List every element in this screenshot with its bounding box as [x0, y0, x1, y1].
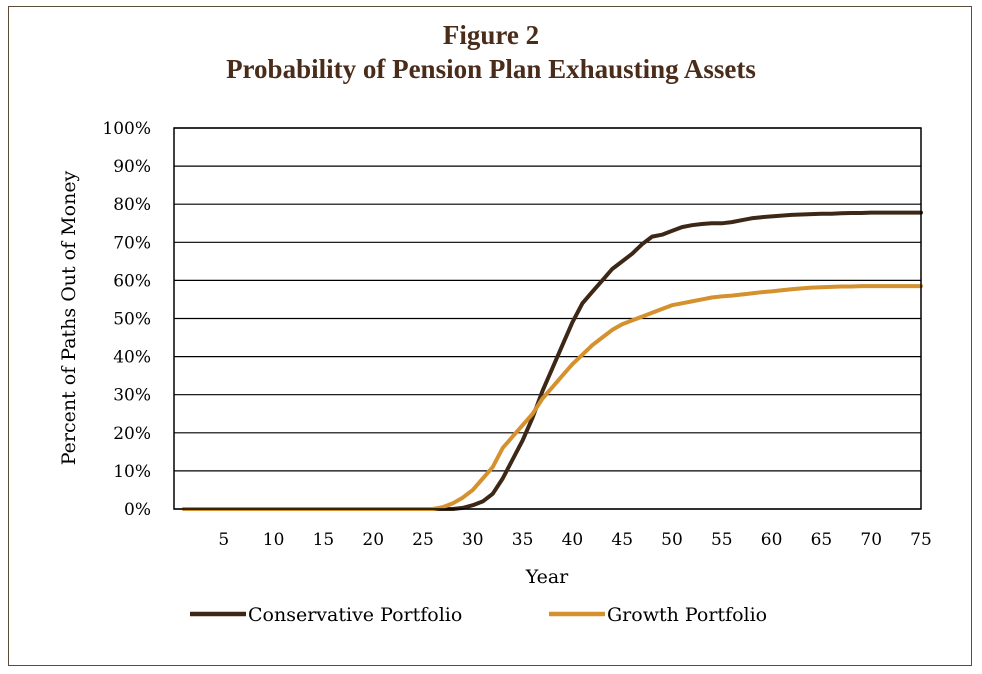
legend-label: Conservative Portfolio	[248, 604, 462, 626]
x-tick-label: 35	[512, 530, 534, 550]
x-tick-label: 5	[218, 530, 229, 550]
figure-subtitle: Probability of Pension Plan Exhausting A…	[226, 54, 756, 84]
y-axis-ticks: 0% 10% 20% 30% 40% 50% 60% 70% 80% 90% 100%	[102, 119, 151, 520]
figure-frame	[8, 6, 972, 666]
x-tick-label: 45	[611, 530, 633, 550]
x-axis-label: Year	[525, 566, 569, 588]
x-tick-label: 30	[462, 530, 484, 550]
x-tick-label: 65	[811, 530, 833, 550]
y-tick-label: 10%	[113, 462, 151, 482]
plot-area-border	[173, 127, 922, 510]
series-line-conservative	[182, 210, 923, 511]
series-line-growth	[182, 284, 923, 511]
x-tick-label: 40	[562, 530, 584, 550]
x-tick-label: 55	[711, 530, 733, 550]
x-tick-label: 15	[313, 530, 335, 550]
x-tick-label: 75	[910, 530, 932, 550]
x-axis-ticks: 5 10 15 20 25 30 35 40 45 50 55 60 65 70 75	[218, 530, 931, 550]
x-tick-label: 10	[263, 530, 285, 550]
x-tick-label: 25	[412, 530, 434, 550]
x-tick-label: 60	[761, 530, 783, 550]
y-tick-label: 90%	[113, 157, 151, 177]
y-axis-label: Percent of Paths Out of Money	[58, 170, 80, 465]
legend: Conservative Portfolio Growth Portfolio	[190, 604, 767, 626]
figure-title: Figure 2	[442, 20, 540, 50]
y-tick-label: 100%	[102, 119, 151, 139]
x-tick-label: 20	[362, 530, 384, 550]
y-tick-label: 40%	[113, 348, 151, 368]
y-tick-label: 20%	[113, 424, 151, 444]
y-tick-label: 60%	[113, 271, 151, 291]
y-tick-label: 0%	[124, 500, 151, 520]
gridlines	[174, 127, 921, 510]
y-tick-label: 50%	[113, 310, 151, 330]
x-tick-label: 70	[860, 530, 882, 550]
y-tick-label: 70%	[113, 233, 151, 253]
x-tick-label: 50	[661, 530, 683, 550]
series-lines	[182, 210, 923, 511]
y-tick-label: 30%	[113, 386, 151, 406]
legend-label: Growth Portfolio	[607, 604, 767, 626]
y-tick-label: 80%	[113, 195, 151, 215]
